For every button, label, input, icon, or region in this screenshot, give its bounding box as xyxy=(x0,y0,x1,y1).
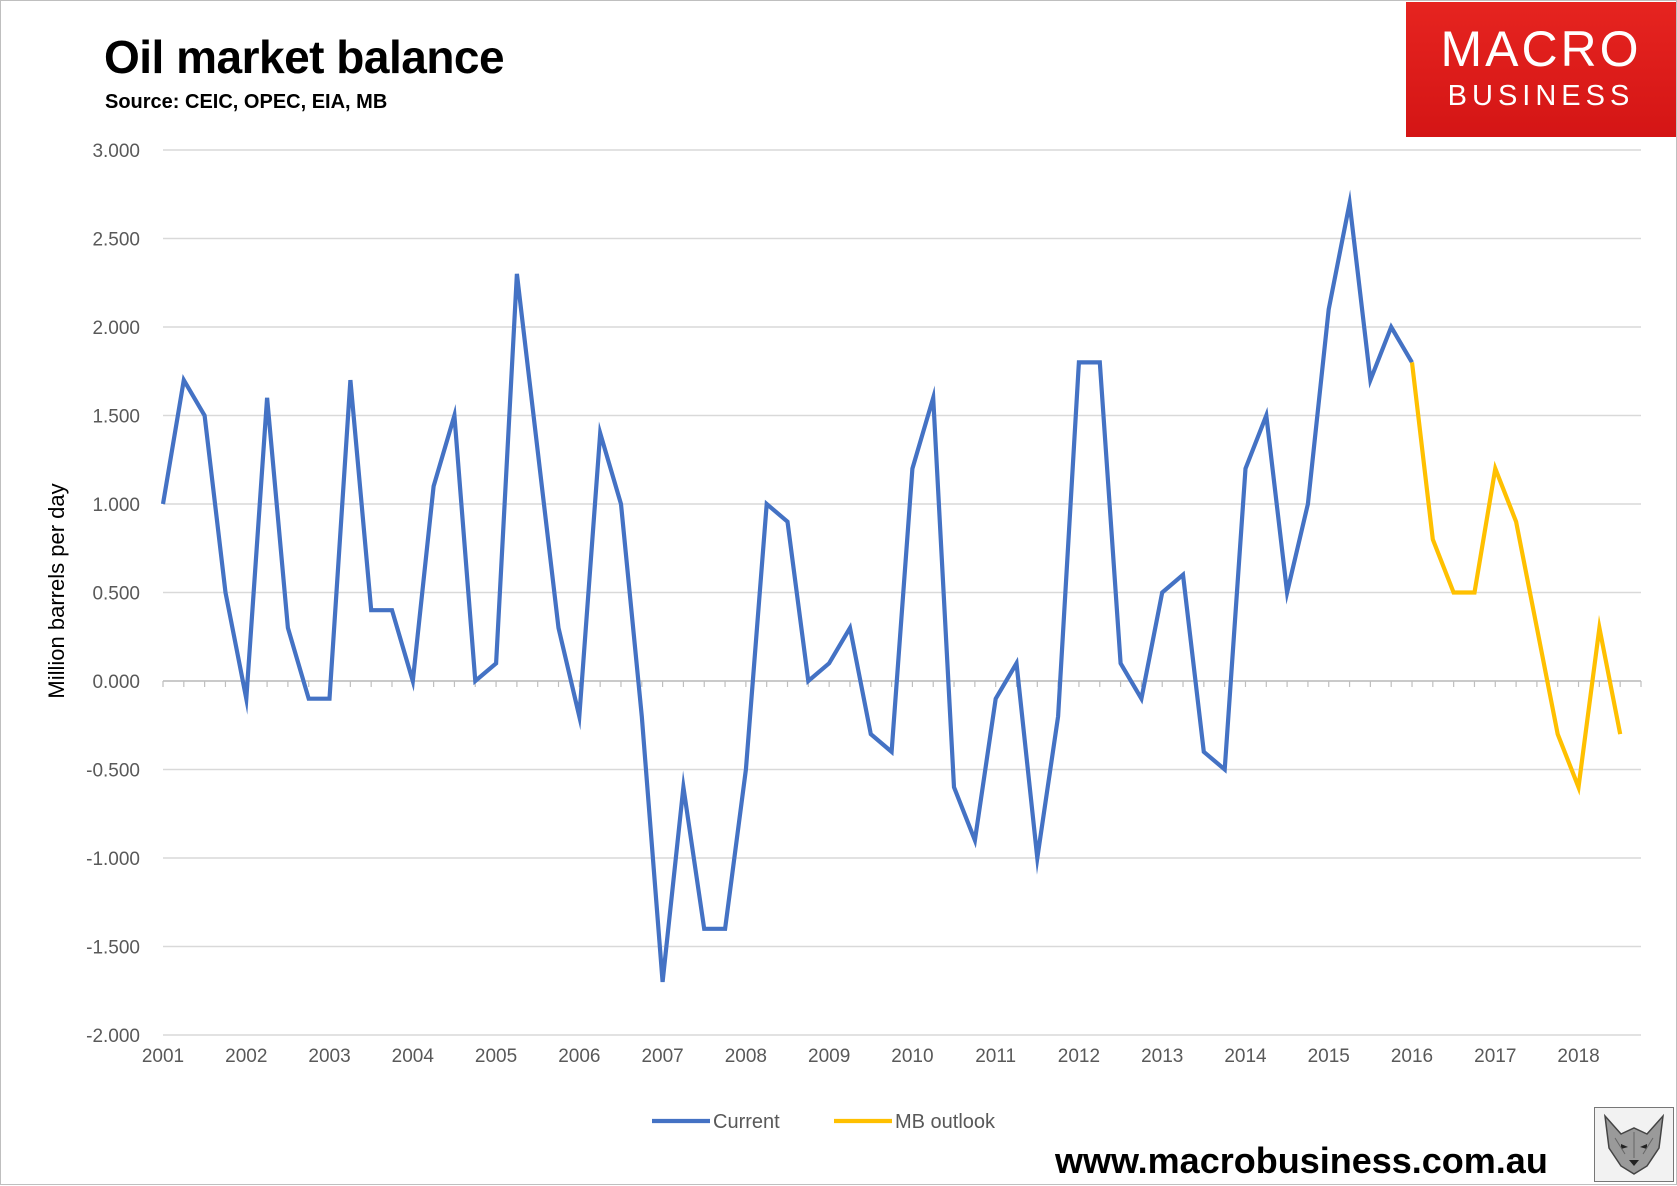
gridlines xyxy=(162,149,1642,1036)
legend-label: MB outlook xyxy=(895,1111,996,1133)
logo-line-1: MACRO xyxy=(1440,21,1642,77)
y-tick-label: 1.500 xyxy=(92,407,140,428)
x-tick-label: 2002 xyxy=(225,1046,267,1067)
x-tick-label: 2006 xyxy=(558,1046,600,1067)
x-tick-label: 2004 xyxy=(392,1046,435,1067)
x-tick-label: 2008 xyxy=(725,1046,767,1067)
x-tick-label: 2016 xyxy=(1391,1046,1433,1067)
x-tick-label: 2014 xyxy=(1224,1046,1267,1067)
series-lines xyxy=(160,189,1623,983)
series-line-mb-outlook xyxy=(1409,362,1623,796)
x-tick-label: 2007 xyxy=(641,1046,683,1067)
y-tick-label: 3.000 xyxy=(92,141,140,162)
x-tick-label: 2013 xyxy=(1141,1046,1183,1067)
y-tick-label: -0.500 xyxy=(86,761,140,782)
macrobusiness-logo: MACRO BUSINESS xyxy=(1406,2,1676,137)
website-url: www.macrobusiness.com.au xyxy=(1055,1140,1548,1181)
chart-title: Oil market balance xyxy=(104,31,505,83)
x-tick-label: 2011 xyxy=(975,1046,1016,1067)
y-tick-label: -1.500 xyxy=(86,938,140,959)
legend: Current MB outlook xyxy=(652,1111,996,1133)
y-tick-label: 0.500 xyxy=(92,584,140,605)
y-tick-label: 0.000 xyxy=(92,672,140,693)
x-tick-label: 2001 xyxy=(142,1046,184,1067)
y-tick-label: 2.000 xyxy=(92,318,140,339)
logo-line-2: BUSINESS xyxy=(1447,80,1635,112)
y-tick-label: -2.000 xyxy=(86,1026,140,1047)
x-tick-label: 2018 xyxy=(1557,1046,1599,1067)
x-tick-label: 2012 xyxy=(1058,1046,1100,1067)
x-tick-label: 2010 xyxy=(891,1046,933,1067)
y-tick-label: 2.500 xyxy=(92,230,140,251)
x-tick-label: 2015 xyxy=(1308,1046,1350,1067)
y-tick-label: 1.000 xyxy=(92,495,140,516)
x-tick-label: 2005 xyxy=(475,1046,517,1067)
y-axis-ticks: 3.000 2.500 2.000 1.500 1.000 0.500 0.000 -0.50… xyxy=(86,141,140,1047)
y-axis-label: Million barrels per day xyxy=(44,483,69,698)
series-line-current xyxy=(160,189,1414,983)
x-axis-ticks: 2001 2002 2003 2004 2005 2006 2007 2008 2009 2010… xyxy=(142,1046,1600,1067)
x-tick-label: 2009 xyxy=(808,1046,850,1067)
x-tick-label: 2017 xyxy=(1474,1046,1516,1067)
x-tick-label: 2003 xyxy=(308,1046,350,1067)
legend-label: Current xyxy=(713,1111,780,1133)
y-tick-label: -1.000 xyxy=(86,849,140,870)
wolf-icon xyxy=(1594,1107,1674,1182)
chart-subtitle: Source: CEIC, OPEC, EIA, MB xyxy=(105,91,388,113)
